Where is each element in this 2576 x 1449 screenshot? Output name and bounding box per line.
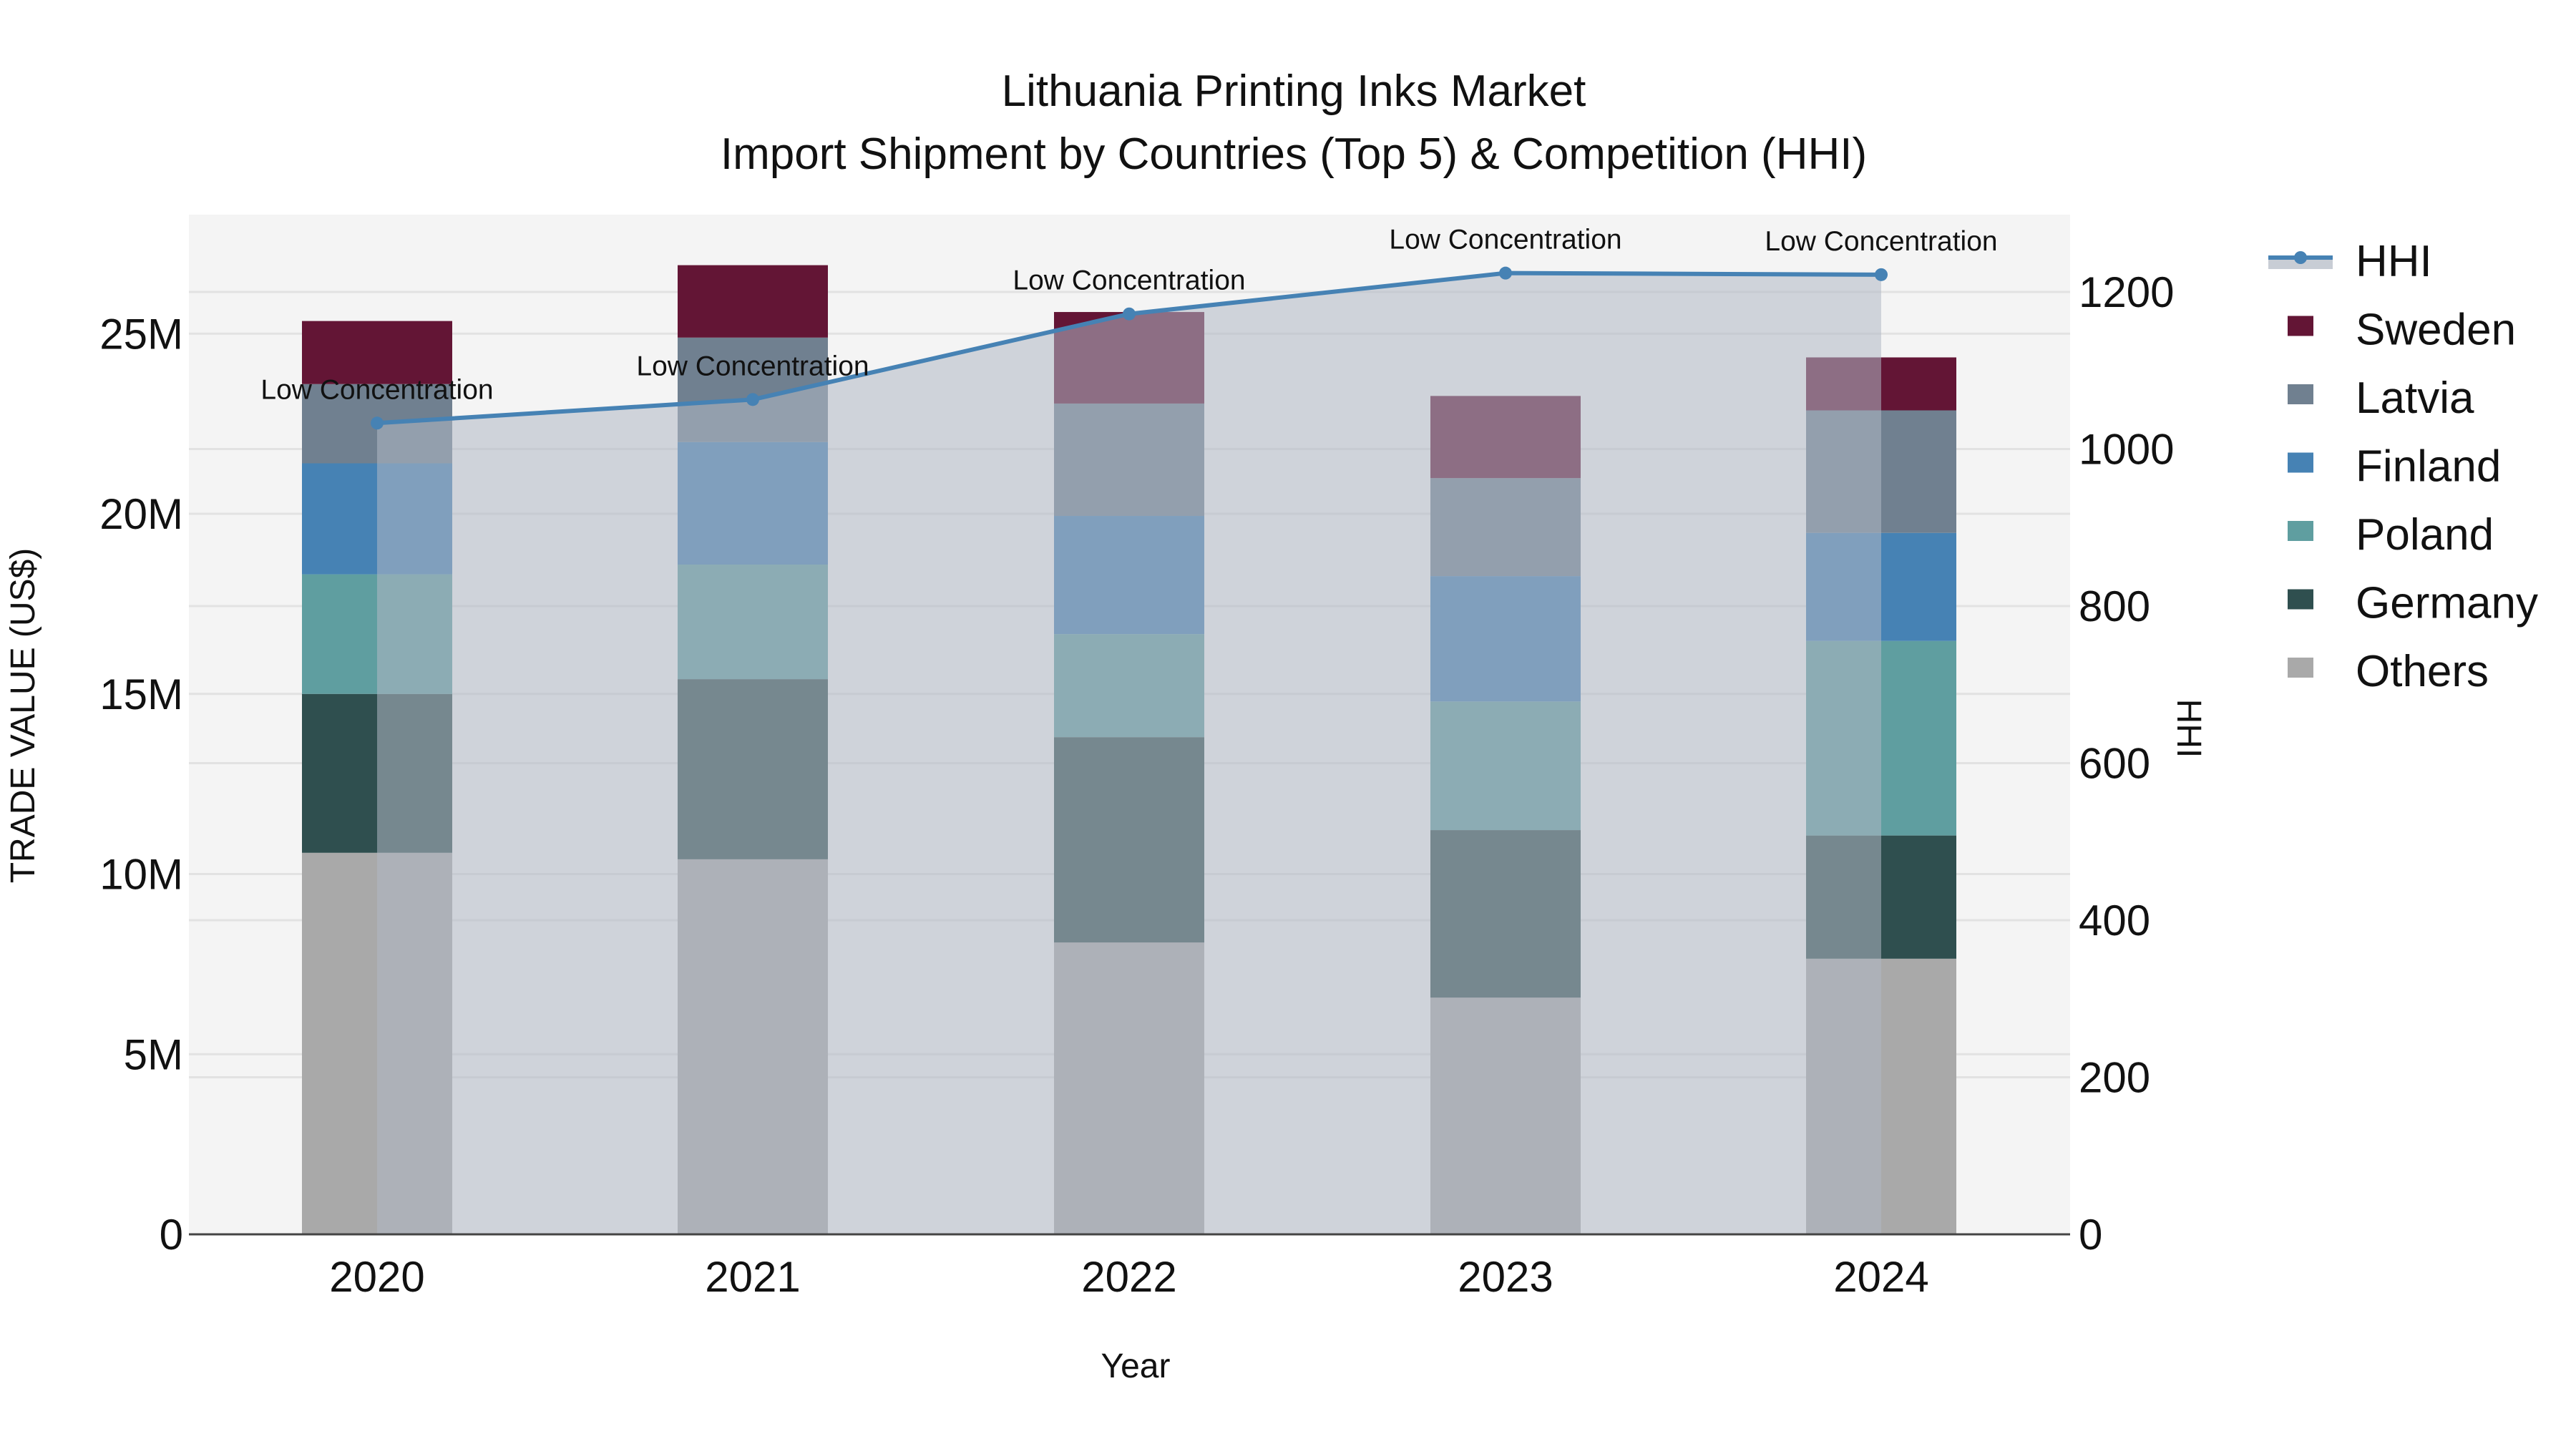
y-right-tick-label: 1000 bbox=[2079, 426, 2174, 474]
y-axis-right-title: HHI bbox=[2170, 699, 2207, 758]
legend-swatch-icon bbox=[2288, 521, 2313, 541]
legend-marker-icon bbox=[2294, 251, 2307, 264]
title-line-1: Lithuania Printing Inks Market bbox=[1002, 67, 1586, 116]
y-right-tick-label: 0 bbox=[2079, 1211, 2102, 1259]
legend-label: HHI bbox=[2356, 237, 2432, 286]
legend-item-sweden: Sweden bbox=[2288, 306, 2516, 355]
legend-swatch-icon bbox=[2288, 316, 2313, 336]
y-right-tick-label: 200 bbox=[2079, 1054, 2150, 1102]
y-right-tick-label: 400 bbox=[2079, 897, 2150, 945]
title-line-2: Import Shipment by Countries (Top 5) & C… bbox=[721, 130, 1867, 179]
y-axis-left-title: TRADE VALUE (US$) bbox=[4, 548, 42, 884]
x-tick-label: 2024 bbox=[1833, 1253, 1928, 1301]
bar-segment-sweden bbox=[678, 265, 828, 338]
y-left-tick-label: 10M bbox=[99, 851, 183, 899]
hhi-annotation: Low Concentration bbox=[1765, 226, 1997, 257]
legend-item-others: Others bbox=[2288, 647, 2489, 696]
y-right-tick-label: 800 bbox=[2079, 582, 2150, 630]
y-left-tick-label: 0 bbox=[160, 1211, 183, 1259]
x-tick-label: 2021 bbox=[705, 1253, 800, 1301]
legend: HHI Sweden Latvia Finland Poland Germany Other… bbox=[2268, 237, 2538, 696]
y-right-tick-label: 600 bbox=[2079, 740, 2150, 788]
legend-swatch-icon bbox=[2288, 589, 2313, 610]
hhi-line bbox=[371, 266, 1888, 430]
hhi-area-fill bbox=[377, 273, 1881, 1234]
axes: 0 5M 10M 15M 20M 25M 0 200 400 600 800 1000 1200 2020… bbox=[99, 268, 2174, 1301]
legend-item-poland: Poland bbox=[2288, 510, 2494, 560]
hhi-marker bbox=[746, 393, 759, 406]
hhi-annotation: Low Concentration bbox=[1013, 265, 1245, 296]
hhi-marker bbox=[1875, 268, 1888, 281]
legend-item-germany: Germany bbox=[2288, 579, 2538, 628]
legend-swatch-icon bbox=[2288, 452, 2313, 473]
y-left-tick-label: 20M bbox=[99, 490, 183, 538]
hhi-annotation: Low Concentration bbox=[1389, 225, 1621, 255]
hhi-marker bbox=[371, 416, 384, 430]
legend-label: Sweden bbox=[2356, 306, 2516, 355]
bar-segment-sweden bbox=[302, 321, 452, 384]
legend-item-hhi: HHI bbox=[2268, 237, 2432, 286]
hhi-annotations: Low Concentration Low Concentration Low Co… bbox=[260, 225, 1997, 406]
hhi-annotation: Low Concentration bbox=[260, 374, 493, 405]
legend-swatch-icon bbox=[2288, 658, 2313, 678]
y-right-tick-label: 1200 bbox=[2079, 268, 2174, 316]
legend-item-finland: Finland bbox=[2288, 442, 2501, 492]
x-axis-title: Year bbox=[1101, 1347, 1171, 1385]
legend-label: Others bbox=[2356, 647, 2489, 696]
legend-label: Finland bbox=[2356, 442, 2501, 492]
legend-label: Germany bbox=[2356, 579, 2538, 628]
y-left-tick-label: 15M bbox=[99, 670, 183, 718]
x-tick-label: 2023 bbox=[1458, 1253, 1553, 1301]
legend-label: Poland bbox=[2356, 510, 2494, 560]
legend-swatch-icon bbox=[2288, 384, 2313, 404]
x-tick-label: 2022 bbox=[1081, 1253, 1176, 1301]
hhi-annotation: Low Concentration bbox=[636, 351, 869, 381]
y-left-tick-label: 5M bbox=[124, 1030, 183, 1078]
chart-title: Lithuania Printing Inks Market Import Sh… bbox=[721, 67, 1867, 179]
legend-item-latvia: Latvia bbox=[2288, 374, 2474, 423]
hhi-marker bbox=[1123, 307, 1136, 321]
y-left-tick-label: 25M bbox=[99, 310, 183, 358]
hhi-marker bbox=[1499, 266, 1512, 280]
x-tick-label: 2020 bbox=[329, 1253, 424, 1301]
legend-label: Latvia bbox=[2356, 374, 2474, 423]
hhi-area bbox=[377, 273, 1881, 1234]
